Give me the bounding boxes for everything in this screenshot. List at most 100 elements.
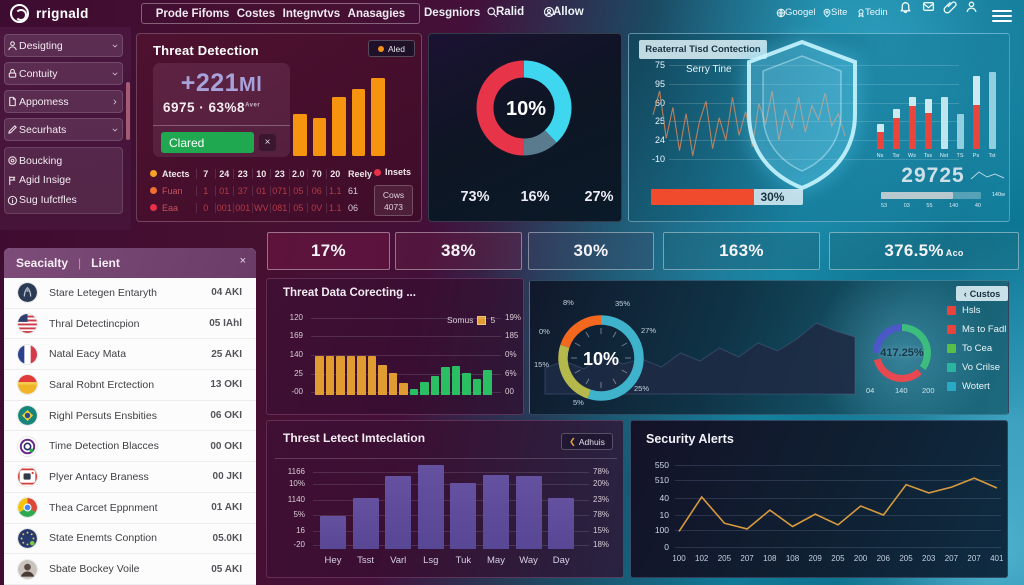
sidebar-item-boucking[interactable]: Boucking bbox=[7, 155, 115, 167]
cleared-button[interactable]: Clared bbox=[161, 132, 254, 153]
row-cell: 20 bbox=[325, 168, 345, 179]
row-cell: 23 bbox=[270, 168, 289, 179]
intrusion-bar-chart bbox=[317, 464, 581, 549]
list-item-camera[interactable]: Plyer Antacy Braness 00 JKI bbox=[4, 462, 256, 493]
axis-x-label: Lsg bbox=[423, 555, 439, 566]
threat-intrusion-panel: Threst Letect Imteclation ❮ Adhuis 1166 7… bbox=[266, 420, 624, 578]
brazil-flag-icon bbox=[18, 406, 37, 426]
stat-tile-17[interactable]: 17% bbox=[267, 232, 390, 270]
gauge-percentage-label: 35% bbox=[615, 299, 631, 308]
stat-tile-30[interactable]: 30% bbox=[528, 232, 654, 270]
candle-bar bbox=[925, 99, 932, 149]
list-item-value: 05 IAhl bbox=[209, 318, 242, 330]
legend-swatch-icon bbox=[947, 382, 956, 391]
row-name: Atects bbox=[162, 168, 190, 179]
list-item-avatar[interactable]: Sbate Bockey Voile 05 AKI bbox=[4, 554, 256, 585]
list-item-swirl[interactable]: Time Detection Blacces 00 OKI bbox=[4, 431, 256, 463]
axis-y-label: -00 bbox=[291, 387, 303, 396]
custos-button[interactable]: ‹ Custos bbox=[956, 286, 1008, 301]
france-flag-icon bbox=[18, 344, 37, 364]
nav-section-label[interactable]: Desgniors bbox=[424, 7, 481, 19]
list-item-emblem[interactable]: Stare Letegen Entaryth 04 AKI bbox=[4, 278, 256, 309]
bar bbox=[367, 356, 376, 395]
list-item-eu[interactable]: State Enemts Conption 05.0KI bbox=[4, 524, 256, 555]
list-item-brazil[interactable]: Righl Persuts Ensbities 06 OKI bbox=[4, 401, 256, 432]
nav-account-site[interactable]: Site bbox=[823, 7, 847, 18]
gauge2-tick-label: 200 bbox=[922, 386, 935, 395]
row-cell: 001 bbox=[233, 202, 252, 213]
series-label: Serry Tine bbox=[686, 64, 732, 75]
menu-icon[interactable] bbox=[992, 7, 1012, 25]
sidebar-item-agid-insige[interactable]: Agid Insige bbox=[8, 174, 115, 187]
gridline bbox=[675, 547, 1001, 548]
candle-fill bbox=[973, 105, 980, 149]
cleared-close-icon[interactable]: × bbox=[259, 134, 276, 151]
bar bbox=[483, 370, 492, 395]
gauge2-donut-chart bbox=[873, 324, 931, 382]
country-panel-subtitle: Lient bbox=[91, 256, 120, 270]
axis-y-label: 10 bbox=[659, 510, 669, 520]
row-cell: 37 bbox=[233, 185, 252, 196]
nav-item-anasagies[interactable]: Anasagies bbox=[347, 7, 406, 20]
nav-action-ralid[interactable]: Ralid bbox=[487, 6, 524, 18]
bar bbox=[472, 379, 481, 395]
stat-tile-376.5[interactable]: 376.5% Aco bbox=[829, 232, 1019, 270]
gridline bbox=[675, 480, 1001, 481]
row-cell: 23 bbox=[233, 168, 252, 179]
axis-x-label: Tsr bbox=[892, 153, 900, 159]
sidebar-item-appomess[interactable]: Appomess bbox=[4, 90, 123, 113]
bar bbox=[378, 365, 387, 395]
nav-item-costes[interactable]: Costes bbox=[236, 7, 276, 20]
close-icon[interactable]: × bbox=[239, 255, 246, 267]
legend-item-ms-to-fadl: Ms to Fadl bbox=[947, 324, 1006, 335]
sidebar-item-label: Contuity bbox=[19, 67, 58, 80]
usa-flag-icon bbox=[18, 314, 37, 334]
bar bbox=[320, 516, 346, 549]
nav-account-tedin[interactable]: Tedin bbox=[858, 7, 888, 18]
nav-item-prode-fifoms[interactable]: Prode Fifoms bbox=[155, 7, 230, 20]
sidebar-scrollbar[interactable] bbox=[126, 82, 130, 140]
list-item-chrome[interactable]: Thea Carcet Eppnment 01 AKI bbox=[4, 493, 256, 524]
bar bbox=[420, 382, 429, 395]
threat-data-panel: Threat Data Corecting ... Somus 5 120 19%… bbox=[266, 278, 524, 415]
sidebar-item-sug-iufctfles[interactable]: Sug Iufctfles bbox=[7, 194, 115, 206]
list-item-spain[interactable]: Saral Robnt Erctection 13 OKI bbox=[4, 370, 256, 401]
axis-y-right-label: 0% bbox=[505, 350, 517, 359]
axis-y-label: 1140 bbox=[287, 495, 305, 504]
axis-y-label: 510 bbox=[654, 475, 669, 485]
threat-data-bar-chart bbox=[315, 317, 495, 395]
stat-tile-38[interactable]: 38% bbox=[395, 232, 522, 270]
row-cell: 001 bbox=[214, 202, 234, 213]
axis-y-right-label: 23% bbox=[593, 495, 610, 504]
nav-account-googel[interactable]: Googel bbox=[776, 7, 816, 18]
brand-logo[interactable]: rrignald bbox=[10, 4, 89, 23]
alert-badge[interactable]: Aled bbox=[368, 40, 415, 57]
list-item-label: Natal Eacy Mata bbox=[49, 348, 127, 361]
sidebar-item-securhats[interactable]: Securhats bbox=[4, 118, 123, 141]
custos-button-label: Custos bbox=[969, 288, 1001, 299]
axis-x-label: 209 bbox=[808, 554, 822, 563]
insets-legend: Insets bbox=[374, 167, 411, 177]
nav-item-integnvtvs[interactable]: Integnvtvs bbox=[282, 7, 341, 20]
sidebar-item-desigting[interactable]: Desigting bbox=[4, 34, 123, 57]
stat-tile-163[interactable]: 163% bbox=[663, 232, 820, 270]
bar bbox=[430, 376, 439, 395]
legend-label: Ms to Fadl bbox=[962, 324, 1007, 335]
country-list-panel: Seacialty | Lient × Stare Letegen Entary… bbox=[4, 248, 256, 585]
legend-swatch-icon bbox=[947, 363, 956, 372]
sidebar-item-label: Agid Insige bbox=[19, 174, 71, 187]
list-item-value: 25 AKI bbox=[211, 348, 242, 360]
legend-label: Hsls bbox=[962, 305, 981, 316]
donut-percentage-label: 27% bbox=[584, 189, 614, 205]
stat-tile-value: 376.5% bbox=[884, 241, 944, 260]
list-item-usa[interactable]: Thral Detectincpion 05 IAhl bbox=[4, 309, 256, 340]
emblem-flag-icon bbox=[18, 283, 37, 303]
sidebar-item-contuity[interactable]: Contuity bbox=[4, 62, 123, 85]
gauge-donut-chart bbox=[558, 315, 644, 401]
axis-y-label: 5% bbox=[293, 510, 305, 519]
row-cell: 081 bbox=[270, 202, 289, 213]
legend-swatch-icon bbox=[947, 344, 956, 353]
adhuis-button[interactable]: ❮ Adhuis bbox=[561, 433, 613, 450]
list-item-france[interactable]: Natal Eacy Mata 25 AKI bbox=[4, 339, 256, 371]
nav-action-allow[interactable]: Allow bbox=[543, 6, 584, 18]
